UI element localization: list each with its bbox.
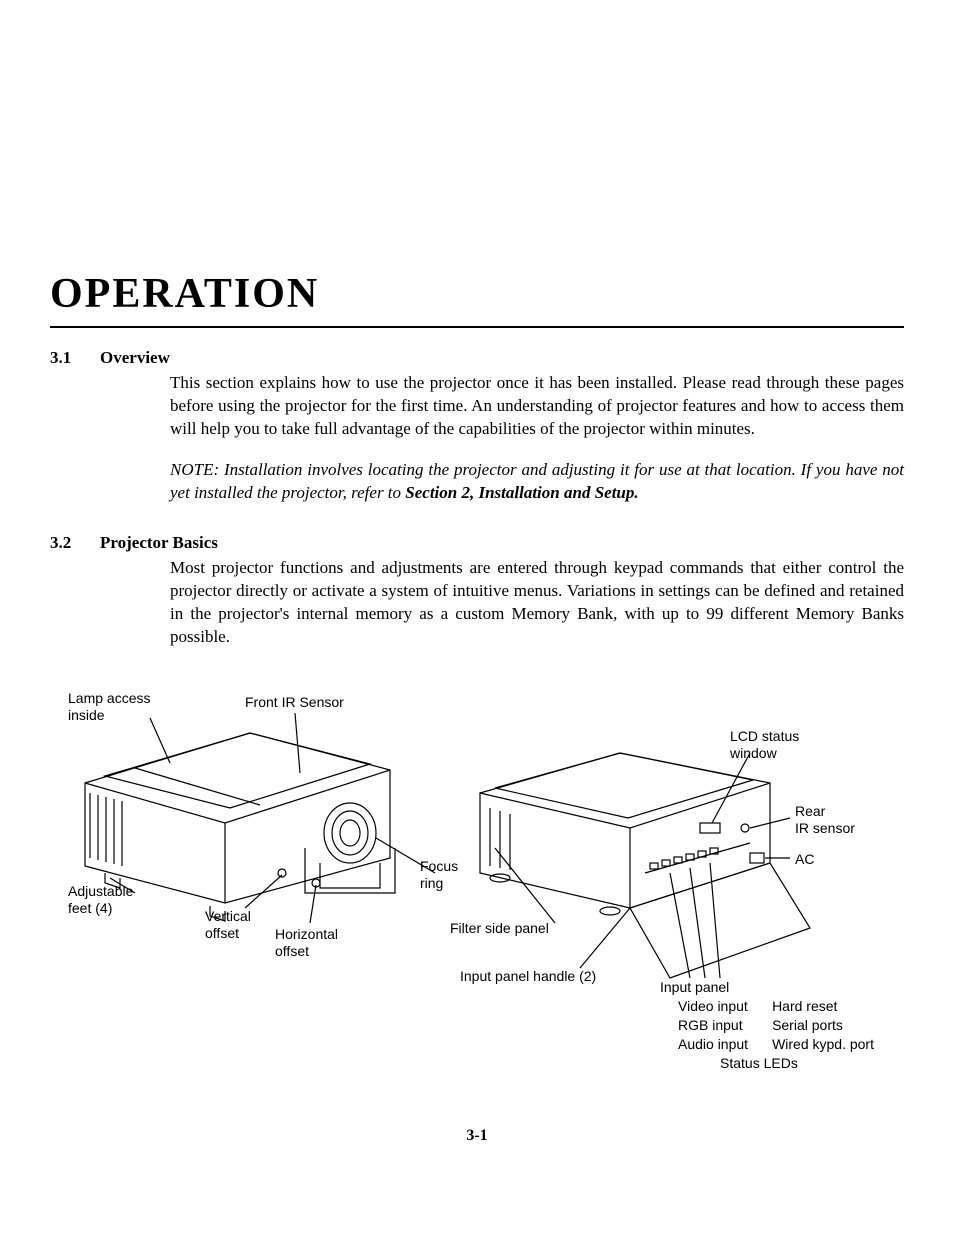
section-title: Projector Basics [100,533,218,553]
section-header: 3.2 Projector Basics [50,533,904,553]
label-input-handle: Input panel handle (2) [460,968,596,985]
label-front-ir: Front IR Sensor [245,694,344,711]
label-lamp-access: Lamp access inside [68,690,150,724]
page-number: 3-1 [0,1127,954,1145]
label-video-input: Video input [678,997,748,1016]
label-adjustable-feet: Adjustable feet (4) [68,883,133,917]
section-number: 3.2 [50,533,100,553]
document-page: OPERATION 3.1 Overview This section expl… [0,0,954,1185]
note-paragraph: NOTE: Installation involves locating the… [170,459,904,505]
section-header: 3.1 Overview [50,348,904,368]
section-number: 3.1 [50,348,100,368]
label-lcd-status: LCD status window [730,728,799,762]
label-horizontal-offset: Horizontal offset [275,926,338,960]
projector-diagram: Lamp access inside Front IR Sensor Adjus… [50,678,904,1058]
label-rgb-input: RGB input [678,1016,748,1035]
section-paragraph: Most projector functions and adjustments… [170,557,904,649]
label-ac: AC [795,851,814,868]
label-serial-ports: Serial ports [772,1016,874,1035]
label-rear-ir: Rear IR sensor [795,803,855,837]
section-paragraph: This section explains how to use the pro… [170,372,904,441]
label-filter-side: Filter side panel [450,920,549,937]
label-status-leds: Status LEDs [660,1054,874,1073]
section-title: Overview [100,348,170,368]
label-vertical-offset: Vertical offset [205,908,251,942]
label-hard-reset: Hard reset [772,997,874,1016]
label-audio-input: Audio input [678,1035,748,1054]
title-rule [50,326,904,328]
label-focus-ring: Focus ring [420,858,458,892]
note-bold: Section 2, Installation and Setup. [405,483,638,502]
input-panel-block: Input panel Video input RGB input Audio … [660,978,874,1072]
label-input-panel: Input panel [660,978,874,997]
page-title: OPERATION [50,270,904,318]
label-wired-kypd: Wired kypd. port [772,1035,874,1054]
